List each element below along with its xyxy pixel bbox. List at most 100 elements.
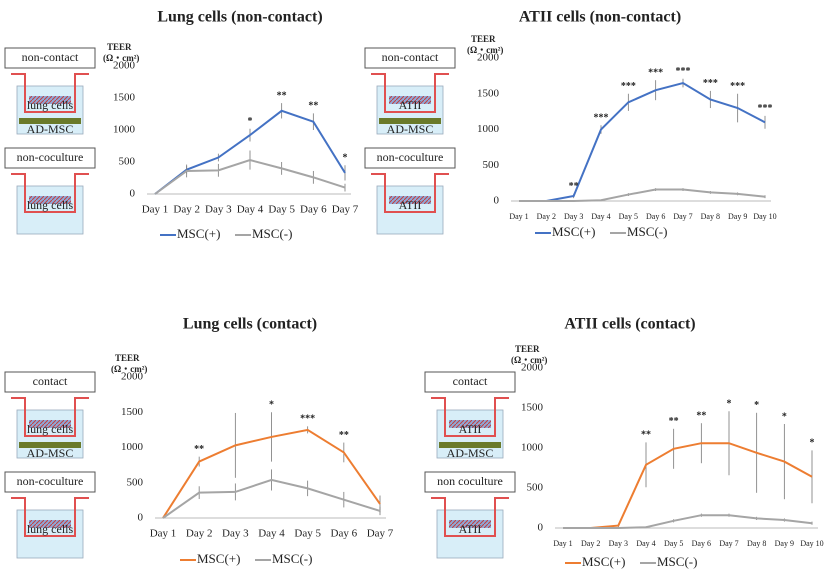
x-tick-label: Day 3 <box>222 528 249 540</box>
series-line <box>519 188 766 202</box>
x-tick-label: Day 5 <box>294 528 321 540</box>
cell-layer <box>29 196 71 204</box>
medium <box>436 409 504 459</box>
msc-layer <box>19 118 81 124</box>
condition-label: non-contact <box>22 50 79 64</box>
significance-label: ** <box>669 416 679 427</box>
series-line <box>519 81 766 202</box>
x-tick-label: Day 10 <box>800 539 823 548</box>
insert <box>11 73 89 113</box>
y-tick-label: 500 <box>483 159 500 171</box>
significance-label: * <box>343 152 348 163</box>
cell-layer <box>29 420 71 428</box>
cell-label: ATII <box>399 98 422 112</box>
medium <box>376 185 444 235</box>
condition-label: contact <box>33 374 68 388</box>
support-label: AD-MSC <box>447 446 494 460</box>
medium <box>16 409 84 459</box>
significance-label: * <box>810 438 815 449</box>
y-tick-label: 1500 <box>521 402 544 414</box>
insert <box>431 497 509 537</box>
x-tick-label: Day 3 <box>205 204 232 216</box>
legend-label: MSC(-) <box>252 226 292 241</box>
cell-label: lung cells <box>27 422 74 436</box>
series-line <box>162 478 381 519</box>
significance-label: * <box>269 400 274 411</box>
x-tick-label: Day 10 <box>753 212 776 221</box>
significance-label: *** <box>648 67 663 78</box>
y-tick-label: 0 <box>138 512 144 524</box>
legend-label: MSC(-) <box>627 224 667 239</box>
x-tick-label: Day 7 <box>367 528 394 540</box>
significance-label: *** <box>621 81 636 92</box>
chart-title: ATII cells (non-contact) <box>519 9 681 26</box>
condition-label: non-coculture <box>17 474 84 488</box>
x-tick-label: Day 4 <box>258 528 285 540</box>
cell-layer <box>389 196 431 204</box>
condition-label: non-contact <box>382 50 439 64</box>
condition-label: non coculture <box>437 474 503 488</box>
x-tick-label: Day 1 <box>150 528 177 540</box>
y-tick-label: 1500 <box>477 87 500 99</box>
condition-box <box>364 147 456 169</box>
y-tick-label: 0 <box>538 522 544 534</box>
y-tick-label: 2000 <box>477 52 500 64</box>
y-axis-unit: (Ω・cm²) <box>103 53 139 63</box>
medium <box>16 509 84 559</box>
y-tick-label: 1500 <box>121 406 144 418</box>
cell-layer <box>449 520 491 528</box>
x-tick-label: Day 2 <box>173 204 200 216</box>
legend-label: MSC(-) <box>272 551 312 566</box>
medium <box>16 85 84 135</box>
x-tick-label: Day 4 <box>591 212 610 221</box>
x-tick-label: Day 7 <box>719 539 738 548</box>
significance-label: *** <box>730 81 745 92</box>
x-tick-label: Day 5 <box>664 539 683 548</box>
cell-layer <box>389 96 431 104</box>
legend-label: MSC(+) <box>197 551 240 566</box>
x-tick-label: Day 4 <box>636 539 655 548</box>
y-tick-label: 2000 <box>521 362 544 374</box>
support-label: AD-MSC <box>387 122 434 136</box>
y-tick-label: 1000 <box>477 123 500 135</box>
y-tick-label: 0 <box>130 188 136 200</box>
y-tick-label: 500 <box>527 482 544 494</box>
significance-label: *** <box>703 78 718 89</box>
y-tick-label: 1000 <box>113 124 136 136</box>
condition-box <box>424 471 516 493</box>
x-tick-label: Day 2 <box>581 539 600 548</box>
condition-box <box>4 147 96 169</box>
insert <box>11 397 89 437</box>
cell-label: ATII <box>459 422 482 436</box>
x-tick-label: Day 8 <box>701 212 720 221</box>
x-tick-label: Day 9 <box>728 212 747 221</box>
legend-label: MSC(-) <box>657 554 697 569</box>
significance-label: ** <box>641 430 651 441</box>
chart-title: ATII cells (contact) <box>564 316 695 333</box>
y-axis-label: TEER <box>107 42 132 52</box>
y-tick-label: 1000 <box>521 442 544 454</box>
condition-box <box>4 471 96 493</box>
significance-label: *** <box>758 103 773 114</box>
x-tick-label: Day 1 <box>553 539 572 548</box>
y-tick-label: 2000 <box>121 371 144 383</box>
significance-label: ** <box>277 90 287 101</box>
condition-box <box>4 47 96 69</box>
y-axis-label: TEER <box>471 34 496 44</box>
insert <box>11 497 89 537</box>
x-tick-label: Day 3 <box>609 539 628 548</box>
x-tick-label: Day 8 <box>747 539 766 548</box>
y-axis-unit: (Ω・cm²) <box>111 364 147 374</box>
series-line <box>563 442 813 529</box>
x-tick-label: Day 1 <box>142 204 169 216</box>
y-axis-unit: (Ω・cm²) <box>511 355 547 365</box>
x-tick-label: Day 6 <box>692 539 711 548</box>
medium <box>376 85 444 135</box>
legend-label: MSC(+) <box>552 224 595 239</box>
y-axis-unit: (Ω・cm²) <box>467 45 503 55</box>
insert <box>431 397 509 437</box>
series-line <box>162 428 381 519</box>
y-axis-label: TEER <box>515 344 540 354</box>
x-tick-label: Day 5 <box>619 212 638 221</box>
